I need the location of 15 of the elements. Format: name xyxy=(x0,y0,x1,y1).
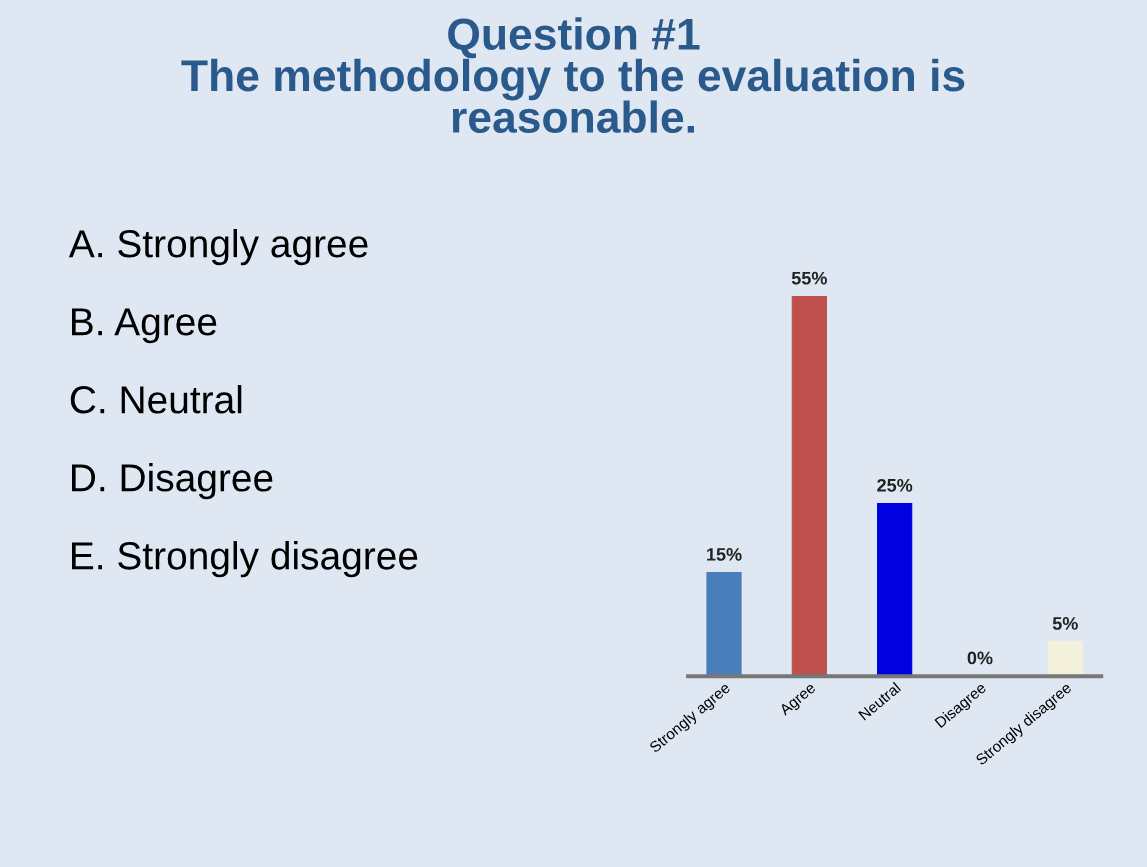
text: B. Agree xyxy=(72,308,217,344)
text: D. Disagree xyxy=(72,463,273,500)
text: E. Strongly disagree xyxy=(72,541,418,578)
bar xyxy=(1047,641,1083,677)
data-label: 55% xyxy=(791,271,827,285)
bar xyxy=(877,503,913,677)
data-label: 15% xyxy=(707,548,742,561)
data-label: 5% xyxy=(1052,617,1078,630)
bar xyxy=(706,572,742,677)
bar xyxy=(791,295,827,677)
data-label: 25% xyxy=(877,478,913,492)
data-label: 0% xyxy=(967,651,993,665)
chart-title: Question #1 The methodology to the evaluation is reasonable. xyxy=(181,17,965,134)
text: C. Neutral xyxy=(70,385,242,414)
text: A. Strongly agree xyxy=(68,228,368,266)
